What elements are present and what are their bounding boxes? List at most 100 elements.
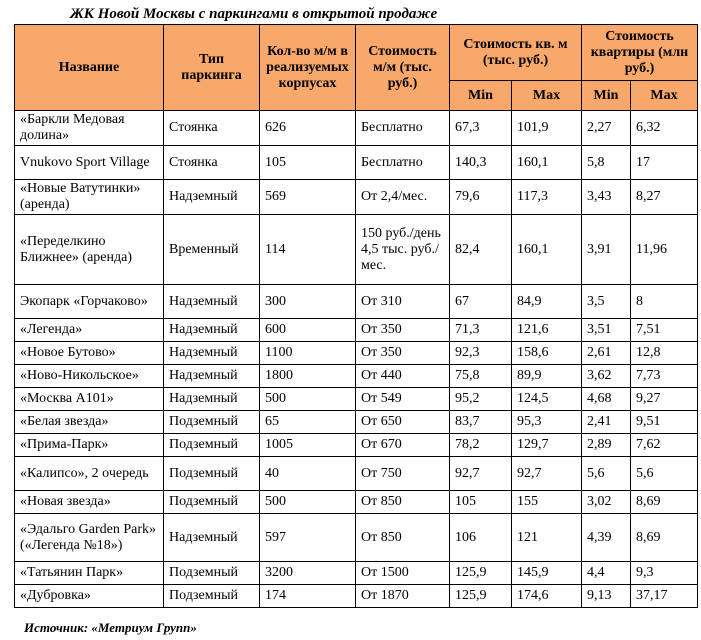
cell-sqm-min: 95,2 xyxy=(449,387,512,411)
cell-flat-max: 5,6 xyxy=(630,456,698,491)
cell-sqm-max: 158,6 xyxy=(511,341,582,365)
cell-flat-min: 3,51 xyxy=(581,318,631,342)
cell-count: 1100 xyxy=(259,341,356,365)
header-cost-flat: Стоимость квартиры (млн руб.) xyxy=(581,24,698,81)
cell-parking-type: Надземный xyxy=(163,364,260,388)
cell-flat-min: 4,39 xyxy=(581,513,631,562)
cell-parking-type: Надземный xyxy=(163,513,260,562)
header-flat-max: Max xyxy=(630,80,698,111)
header-flat-min: Min xyxy=(581,80,631,111)
table-row: «Баркли Медовая долина» Стоянка 626 Бесплат… xyxy=(14,110,698,146)
cell-flat-max: 7,62 xyxy=(630,433,698,457)
cell-count: 114 xyxy=(259,214,356,285)
header-count: Кол-во м/м в реализуемых корпусах xyxy=(259,24,356,111)
cell-cost: От 850 xyxy=(355,513,450,562)
cell-count: 600 xyxy=(259,318,356,342)
cell-flat-min: 2,41 xyxy=(581,410,631,434)
header-cost-mm: Стоимость м/м (тыс. руб.) xyxy=(355,24,450,111)
cell-count: 105 xyxy=(259,145,356,180)
table-row: «Калипсо», 2 очередь Подземный 40 От 750 92,… xyxy=(14,456,698,491)
table-row: «Ново-Никольское» Надземный 1800 От 440 75,8… xyxy=(14,364,698,388)
table-row: «Татьянин Парк» Подземный 3200 От 1500 125,9… xyxy=(14,561,698,585)
table-row: «Переделкино Ближнее» (аренда) Временный 1… xyxy=(14,214,698,285)
cell-cost: От 1870 xyxy=(355,584,450,608)
header-parking-type: Тип паркинга xyxy=(163,24,260,111)
cell-name: «Москва А101» xyxy=(14,387,164,411)
table-row: «Москва А101» Надземный 500 От 549 95,2 124,5… xyxy=(14,387,698,411)
cell-flat-max: 7,73 xyxy=(630,364,698,388)
cell-sqm-min: 83,7 xyxy=(449,410,512,434)
cell-name: «Баркли Медовая долина» xyxy=(14,110,164,146)
cell-flat-min: 2,61 xyxy=(581,341,631,365)
cell-cost: От 2,4/мес. xyxy=(355,179,450,215)
cell-cost: Бесплатно xyxy=(355,110,450,146)
cell-parking-type: Надземный xyxy=(163,284,260,319)
cell-name: «Прима-Парк» xyxy=(14,433,164,457)
table-row: «Белая звезда» Подземный 65 От 650 83,7 95,3 2… xyxy=(14,410,698,434)
cell-name: «Легенда» xyxy=(14,318,164,342)
cell-parking-type: Подземный xyxy=(163,456,260,491)
cell-flat-min: 3,5 xyxy=(581,284,631,319)
cell-flat-min: 3,62 xyxy=(581,364,631,388)
cell-flat-max: 9,27 xyxy=(630,387,698,411)
cell-name: «Ново-Никольское» xyxy=(14,364,164,388)
cell-count: 626 xyxy=(259,110,356,146)
cell-sqm-max: 160,1 xyxy=(511,145,582,180)
cell-parking-type: Подземный xyxy=(163,561,260,585)
cell-cost: От 650 xyxy=(355,410,450,434)
cell-flat-max: 8,69 xyxy=(630,490,698,514)
cell-flat-min: 4,68 xyxy=(581,387,631,411)
cell-cost: От 350 xyxy=(355,341,450,365)
cell-flat-max: 37,17 xyxy=(630,584,698,608)
cell-flat-min: 2,27 xyxy=(581,110,631,146)
cell-flat-max: 9,51 xyxy=(630,410,698,434)
cell-parking-type: Подземный xyxy=(163,410,260,434)
cell-sqm-min: 78,2 xyxy=(449,433,512,457)
cell-flat-min: 5,8 xyxy=(581,145,631,180)
cell-name: «Татьянин Парк» xyxy=(14,561,164,585)
cell-sqm-min: 105 xyxy=(449,490,512,514)
cell-sqm-max: 89,9 xyxy=(511,364,582,388)
parking-table: Название Тип паркинга Кол-во м/м в реали… xyxy=(14,24,698,608)
cell-parking-type: Надземный xyxy=(163,387,260,411)
table-row: «Новое Бутово» Надземный 1100 От 350 92,3 158… xyxy=(14,341,698,365)
cell-cost: От 549 xyxy=(355,387,450,411)
cell-sqm-max: 101,9 xyxy=(511,110,582,146)
table-row: «Прима-Парк» Подземный 1005 От 670 78,2 129,7… xyxy=(14,433,698,457)
cell-name: «Эдальго Garden Park» («Легенда №18») xyxy=(14,513,164,562)
cell-sqm-min: 67,3 xyxy=(449,110,512,146)
cell-flat-max: 7,51 xyxy=(630,318,698,342)
cell-parking-type: Временный xyxy=(163,214,260,285)
cell-sqm-max: 160,1 xyxy=(511,214,582,285)
cell-name: «Калипсо», 2 очередь xyxy=(14,456,164,491)
cell-count: 500 xyxy=(259,387,356,411)
cell-name: Экопарк «Горчаково» xyxy=(14,284,164,319)
cell-cost: От 310 xyxy=(355,284,450,319)
cell-sqm-min: 125,9 xyxy=(449,584,512,608)
cell-count: 65 xyxy=(259,410,356,434)
table-row: Экопарк «Горчаково» Надземный 300 От 310 67 8… xyxy=(14,284,698,319)
cell-sqm-max: 121 xyxy=(511,513,582,562)
table-row: «Легенда» Надземный 600 От 350 71,3 121,6 3,51… xyxy=(14,318,698,342)
table-row: Vnukovo Sport Village Стоянка 105 Бесплатно… xyxy=(14,145,698,180)
cell-count: 300 xyxy=(259,284,356,319)
cell-sqm-max: 117,3 xyxy=(511,179,582,215)
cell-flat-min: 9,13 xyxy=(581,584,631,608)
header-name: Название xyxy=(14,24,164,111)
cell-cost: От 670 xyxy=(355,433,450,457)
header-sqm-min: Min xyxy=(449,80,512,111)
cell-cost: От 1500 xyxy=(355,561,450,585)
table-row: «Новая звезда» Подземный 500 От 850 105 155 3,… xyxy=(14,490,698,514)
cell-name: «Дубровка» xyxy=(14,584,164,608)
cell-count: 1800 xyxy=(259,364,356,388)
cell-flat-max: 9,3 xyxy=(630,561,698,585)
cell-cost: Бесплатно xyxy=(355,145,450,180)
cell-flat-min: 3,91 xyxy=(581,214,631,285)
cell-sqm-max: 84,9 xyxy=(511,284,582,319)
cell-cost: От 440 xyxy=(355,364,450,388)
cell-sqm-min: 125,9 xyxy=(449,561,512,585)
cell-sqm-min: 79,6 xyxy=(449,179,512,215)
cell-flat-max: 8,27 xyxy=(630,179,698,215)
table-row: «Новые Ватутинки» (аренда) Надземный 569 От… xyxy=(14,179,698,215)
cell-flat-max: 17 xyxy=(630,145,698,180)
